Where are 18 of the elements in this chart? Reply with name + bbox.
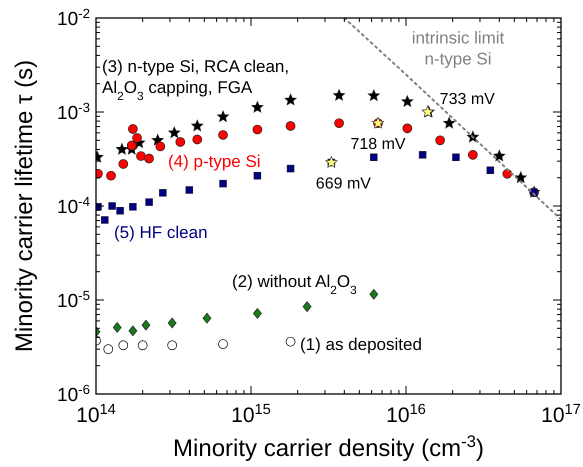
y-tick-label: 10$^{-2}$ bbox=[57, 6, 90, 30]
annotation: intrinsic limit n-type Si bbox=[412, 28, 505, 69]
x-tick-label: 10$^{17}$ bbox=[541, 402, 581, 427]
y-axis-title: Minority carrier lifetime τ (s) bbox=[11, 60, 38, 352]
y-tick-label: 10$^{-5}$ bbox=[57, 288, 90, 312]
annotation: 669 mV bbox=[316, 176, 372, 193]
series-label: (4) p-type Si bbox=[168, 152, 261, 171]
annotation: 718 mV bbox=[350, 136, 406, 154]
y-tick-label: 10$^{-4}$ bbox=[57, 194, 90, 218]
x-axis-title: Minority carrier density (cm$^{-3}$) bbox=[173, 432, 484, 462]
series-label: (5) HF clean bbox=[114, 223, 208, 242]
y-tick-label: 10$^{-3}$ bbox=[57, 100, 90, 124]
series-label: (3) n-type Si, RCA clean, Al$_{2}$O$_{3}$ capping, FGA bbox=[102, 57, 290, 103]
x-tick-label: 10$^{16}$ bbox=[386, 402, 426, 427]
x-tick-label: 10$^{15}$ bbox=[231, 402, 271, 427]
series-label: (1) as deposited bbox=[300, 335, 422, 354]
series-label: (2) without Al$_{2}$O$_{3}$ bbox=[232, 272, 358, 297]
annotation: 733 mV bbox=[440, 91, 496, 108]
